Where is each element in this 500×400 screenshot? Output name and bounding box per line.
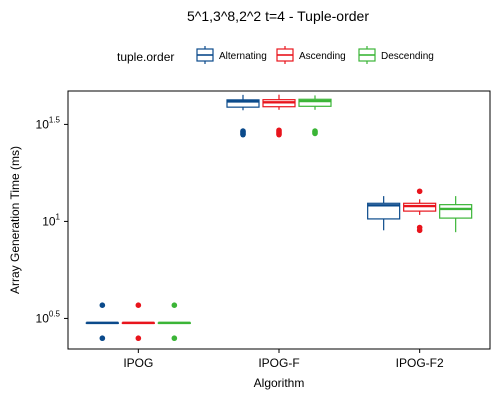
outlier-point <box>135 335 142 342</box>
outlier-point <box>240 128 246 134</box>
box-body <box>226 99 260 108</box>
y-tick-exponent: 0.5 <box>49 309 61 318</box>
box-body <box>439 204 473 219</box>
y-tick-exponent: 1 <box>56 212 61 221</box>
outlier-point <box>312 128 318 134</box>
box-alternating-ipog <box>85 302 119 342</box>
x-tick-label: IPOG <box>123 356 153 370</box>
legend-title: tuple.order <box>117 50 174 64</box>
box-descending-ipog <box>157 302 191 342</box>
y-tick-label: 100.5 <box>36 309 61 325</box>
legend: tuple.order Alternating Ascending Descendi… <box>117 46 434 64</box>
x-axis-title: Algorithm <box>254 376 305 390</box>
outlier-point <box>416 224 423 231</box>
y-tick-exponent: 1.5 <box>49 115 61 124</box>
outlier-point <box>416 188 423 195</box>
legend-label: Ascending <box>299 51 346 62</box>
outlier-point <box>171 335 178 342</box>
outlier-point <box>99 335 106 342</box>
x-axis: IPOG IPOG-F IPOG-F2 <box>123 349 444 370</box>
y-tick-base: 10 <box>42 214 56 228</box>
y-tick-base: 10 <box>36 311 50 325</box>
box-ascending-ipog-f <box>262 94 296 138</box>
box-alternating-ipog-f2 <box>367 196 401 231</box>
y-tick-label: 101 <box>42 212 60 228</box>
legend-item-alternating: Alternating <box>196 46 267 64</box>
legend-label: Alternating <box>219 51 267 62</box>
box-descending-ipog-f <box>298 95 332 137</box>
x-tick-label: IPOG-F <box>258 356 299 370</box>
chart-title: 5^1,3^8,2^2 t=4 - Tuple-order <box>187 8 369 24</box>
y-axis-title: Array Generation Time (ms) <box>8 146 22 294</box>
outlier-point <box>276 127 282 134</box>
legend-item-descending: Descending <box>358 46 434 64</box>
box-descending-ipog-f2 <box>439 196 473 233</box>
outlier-point <box>99 302 106 308</box>
x-tick-label: IPOG-F2 <box>396 356 444 370</box>
outlier-point <box>135 302 142 308</box>
boxplot-marks <box>85 94 473 342</box>
box-body <box>298 98 332 107</box>
outlier-point <box>171 302 178 308</box>
legend-item-ascending: Ascending <box>276 46 346 64</box>
box-body <box>367 202 401 220</box>
y-tick-base: 10 <box>36 117 50 131</box>
box-ascending-ipog-f2 <box>403 188 437 234</box>
legend-label: Descending <box>381 51 434 62</box>
box-alternating-ipog-f <box>226 94 260 138</box>
box-ascending-ipog <box>121 302 155 342</box>
y-tick-label: 101.5 <box>36 115 61 131</box>
